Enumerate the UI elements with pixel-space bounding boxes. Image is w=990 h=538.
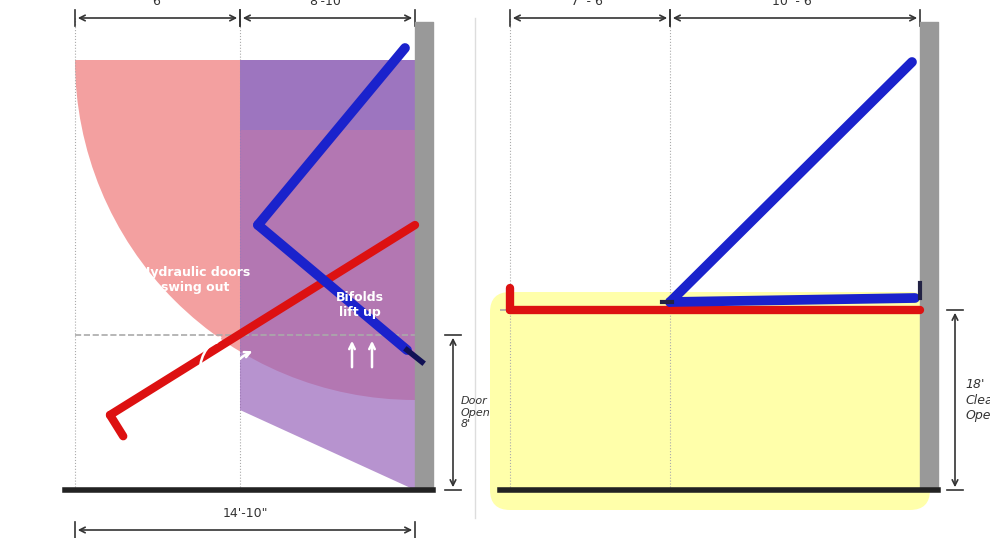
Text: 7' - 6": 7' - 6" [571, 0, 609, 8]
Text: 6': 6' [151, 0, 163, 8]
FancyBboxPatch shape [490, 292, 930, 510]
Wedge shape [75, 60, 415, 400]
Text: 10' - 6": 10' - 6" [772, 0, 818, 8]
Text: Bifolds
lift up: Bifolds lift up [336, 291, 384, 319]
Text: Door
Open
8': Door Open 8' [461, 396, 491, 429]
Text: 18'
Clear
Opening: 18' Clear Opening [965, 379, 990, 421]
Text: 8'-10": 8'-10" [309, 0, 346, 8]
Bar [240, 60, 415, 130]
Polygon shape [240, 60, 415, 490]
Text: 14'-10": 14'-10" [222, 507, 267, 520]
Text: Hydraulic doors
swing out: Hydraulic doors swing out [140, 266, 250, 294]
